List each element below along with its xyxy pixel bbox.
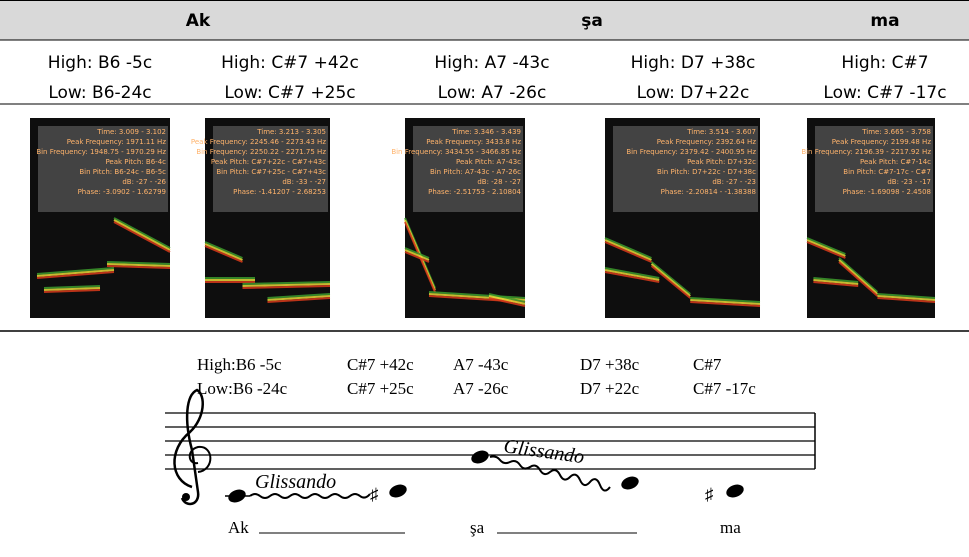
cell: High: A7 -43c xyxy=(434,53,549,73)
overlay-text: Bin Frequency: 2250.22 - 2271.75 Hz xyxy=(196,148,326,156)
overlay-text: Peak Pitch: C#7-14c xyxy=(860,158,931,166)
overlay-text: Bin Pitch: C#7+25c - C#7+43c xyxy=(216,168,326,176)
overlay-text: Time: 3.009 - 3.102 xyxy=(96,128,166,136)
note xyxy=(469,448,490,465)
note xyxy=(619,474,640,491)
overlay-text: Peak Pitch: C#7+22c - C#7+43c xyxy=(211,158,326,166)
overlay-text: Time: 3.665 - 3.758 xyxy=(861,128,931,136)
overlay-text: dB: -27 - -26 xyxy=(122,178,166,186)
header: Ak xyxy=(186,11,211,31)
spectrogram: Time: 3.213 - 3.305 Peak Frequency: 2245.… xyxy=(191,118,330,318)
overlay-text: Peak Frequency: 2199.48 Hz xyxy=(832,138,932,146)
cell: High: D7 +38c xyxy=(631,53,756,73)
overlay-text: Peak Frequency: 3433.8 Hz xyxy=(426,138,521,146)
cell: Low: A7 -26c xyxy=(438,83,547,103)
overlay-text: dB: -33 - -27 xyxy=(282,178,326,186)
overlay-text: Bin Frequency: 1948.75 - 1970.29 Hz xyxy=(36,148,166,156)
wavy-line xyxy=(250,494,370,498)
notation: ♯ ♯ Glissando Glissando Ak şa ma High:B6… xyxy=(165,355,815,537)
overlay-text: Phase: -1.69098 - 2.4508 xyxy=(843,188,931,196)
overlay-text: Phase: -2.51753 - 2.10804 xyxy=(428,188,521,196)
cell: High: C#7 +42c xyxy=(221,53,359,73)
header: ma xyxy=(870,11,899,31)
sharp: ♯ xyxy=(705,485,714,504)
cell: Low: C#7 +25c xyxy=(224,83,355,103)
pitch-label: High:B6 -5c xyxy=(197,355,282,374)
pitch-label: C#7 +42c xyxy=(347,355,414,374)
cell: High: B6 -5c xyxy=(48,53,152,73)
overlay-text: Bin Pitch: B6-24c - B6-5c xyxy=(79,168,166,176)
overlay-text: Time: 3.514 - 3.607 xyxy=(686,128,756,136)
pitch-label: A7 -43c xyxy=(453,355,509,374)
sharp: ♯ xyxy=(370,485,379,504)
overlay-text: Bin Frequency: 3434.55 - 3466.85 Hz xyxy=(391,148,521,156)
overlay-text: Peak Pitch: A7-43c xyxy=(456,158,521,166)
overlay-text: Time: 3.213 - 3.305 xyxy=(256,128,326,136)
overlay-text: dB: -27 - -23 xyxy=(712,178,756,186)
overlay-text: Phase: -3.0902 - 1.62799 xyxy=(78,188,166,196)
spectrogram: Time: 3.346 - 3.439 Peak Frequency: 3433.… xyxy=(391,118,525,318)
overlay-text: Phase: -1.41207 - 2.68253 xyxy=(233,188,326,196)
pitch-label: C#7 -17c xyxy=(693,379,756,398)
lyric: şa xyxy=(470,518,485,537)
overlay-text: Bin Pitch: A7-43c - A7-26c xyxy=(430,168,521,176)
glissando: Glissando xyxy=(255,471,336,493)
overlay-text: dB: -28 - -27 xyxy=(477,178,521,186)
overlay-text: Time: 3.346 - 3.439 xyxy=(451,128,521,136)
cell: High: C#7 xyxy=(841,53,928,73)
pitch-label: C#7 +25c xyxy=(347,379,414,398)
overlay-text: Peak Frequency: 2245.46 - 2273.43 Hz xyxy=(191,138,326,146)
pitch-label: D7 +22c xyxy=(580,379,640,398)
overlay-text: Peak Pitch: D7+32c xyxy=(687,158,756,166)
lyric: ma xyxy=(720,518,741,537)
spectrogram: Time: 3.514 - 3.607 Peak Frequency: 2392.… xyxy=(605,118,760,318)
spectrogram: Time: 3.009 - 3.102 Peak Frequency: 1971.… xyxy=(30,118,170,318)
pitch-label: Low:B6 -24c xyxy=(197,379,288,398)
cells: High: B6 -5c High: C#7 +42c High: A7 -43c H… xyxy=(48,53,947,103)
overlay-text: Peak Frequency: 1971.11 Hz xyxy=(67,138,167,146)
overlay-text: Peak Frequency: 2392.64 Hz xyxy=(657,138,757,146)
pitch-label: A7 -26c xyxy=(453,379,509,398)
note xyxy=(387,482,408,499)
figure: Ak şa ma High: B6 -5cHigh: C#7 +42cHigh:… xyxy=(0,0,969,557)
glissando: Glissando xyxy=(502,435,585,468)
overlay-text: Bin Frequency: 2196.39 - 2217.92 Hz xyxy=(801,148,931,156)
pitch-label: C#7 xyxy=(693,355,722,374)
overlay-text: Bin Pitch: C#7-17c - C#7 xyxy=(843,168,931,176)
lyric: Ak xyxy=(228,518,249,537)
spectrograms: Time: 3.009 - 3.102 Peak Frequency: 1971.… xyxy=(30,118,935,318)
spectrogram: Time: 3.665 - 3.758 Peak Frequency: 2199.… xyxy=(801,118,935,318)
clef-dot xyxy=(182,493,190,501)
pitch-label: D7 +38c xyxy=(580,355,640,374)
header-row xyxy=(0,0,969,40)
cell: Low: B6-24c xyxy=(48,83,151,103)
overlay-text: dB: -23 - -17 xyxy=(887,178,931,186)
note xyxy=(724,482,745,499)
overlay-text: Bin Pitch: D7+22c - D7+38c xyxy=(657,168,756,176)
cell: Low: D7+22c xyxy=(637,83,750,103)
cell: Low: C#7 -17c xyxy=(823,83,946,103)
header: şa xyxy=(581,11,603,31)
overlay-text: Bin Frequency: 2379.42 - 2400.95 Hz xyxy=(626,148,756,156)
note xyxy=(226,487,247,504)
overlay-text: Peak Pitch: B6-4c xyxy=(105,158,166,166)
overlay-text: Phase: -2.20814 - -1.38388 xyxy=(661,188,756,196)
